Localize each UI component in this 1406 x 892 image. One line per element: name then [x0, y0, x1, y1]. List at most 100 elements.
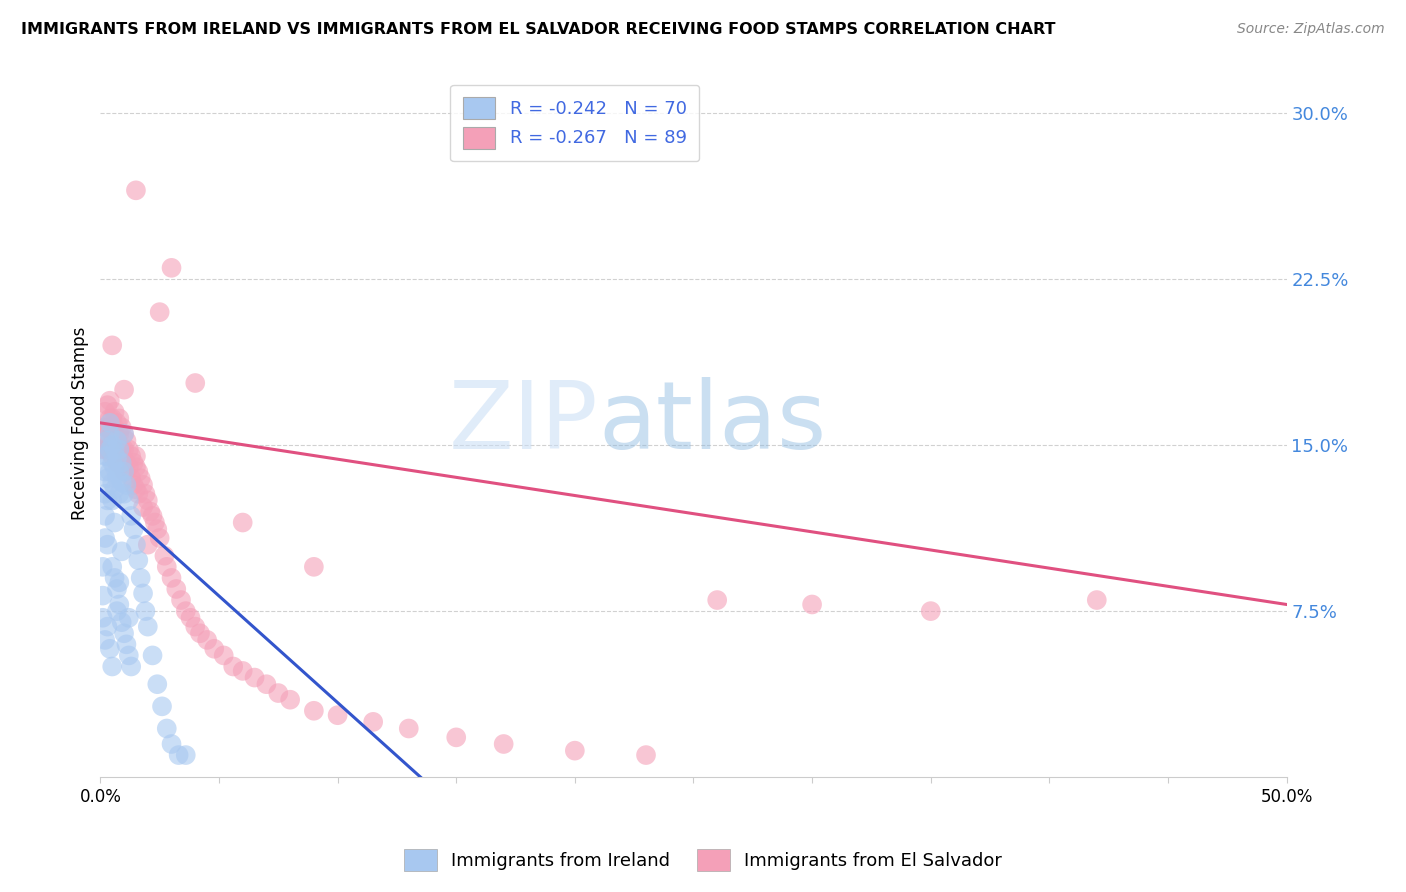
- Point: [160, 260, 183, 275]
- Point: [98, 416, 121, 430]
- Point: [120, 449, 142, 463]
- Point: [222, 659, 245, 673]
- Point: [132, 500, 155, 514]
- Point: [195, 632, 218, 647]
- Point: [254, 677, 277, 691]
- Point: [101, 475, 124, 490]
- Point: [98, 426, 121, 441]
- Point: [125, 449, 148, 463]
- Point: [118, 493, 141, 508]
- Point: [115, 478, 138, 492]
- Point: [103, 571, 125, 585]
- Point: [105, 471, 128, 485]
- Point: [127, 553, 149, 567]
- Point: [96, 449, 118, 463]
- Point: [105, 582, 128, 596]
- Point: [118, 442, 141, 457]
- Point: [801, 598, 824, 612]
- Point: [112, 465, 135, 479]
- Point: [103, 420, 125, 434]
- Point: [108, 411, 131, 425]
- Point: [120, 659, 142, 673]
- Point: [706, 593, 728, 607]
- Point: [108, 465, 131, 479]
- Point: [105, 456, 128, 470]
- Text: atlas: atlas: [599, 377, 827, 469]
- Point: [160, 571, 183, 585]
- Point: [150, 699, 173, 714]
- Point: [98, 465, 121, 479]
- Point: [94, 420, 117, 434]
- Point: [96, 493, 118, 508]
- Point: [103, 442, 125, 457]
- Point: [105, 416, 128, 430]
- Point: [1085, 593, 1108, 607]
- Point: [103, 460, 125, 475]
- Point: [112, 383, 135, 397]
- Point: [91, 426, 114, 441]
- Point: [101, 438, 124, 452]
- Point: [108, 449, 131, 463]
- Point: [153, 549, 176, 563]
- Point: [136, 493, 159, 508]
- Point: [278, 692, 301, 706]
- Point: [141, 648, 163, 663]
- Point: [118, 648, 141, 663]
- Point: [94, 531, 117, 545]
- Point: [118, 611, 141, 625]
- Point: [212, 648, 235, 663]
- Point: [444, 731, 467, 745]
- Point: [96, 619, 118, 633]
- Point: [98, 442, 121, 457]
- Point: [149, 305, 172, 319]
- Point: [94, 632, 117, 647]
- Point: [134, 487, 156, 501]
- Point: [141, 508, 163, 523]
- Point: [94, 465, 117, 479]
- Point: [243, 671, 266, 685]
- Point: [103, 483, 125, 497]
- Point: [103, 516, 125, 530]
- Point: [108, 598, 131, 612]
- Point: [125, 183, 148, 197]
- Point: [96, 420, 118, 434]
- Point: [564, 744, 586, 758]
- Point: [91, 559, 114, 574]
- Point: [94, 405, 117, 419]
- Point: [105, 434, 128, 448]
- Point: [112, 487, 135, 501]
- Point: [96, 434, 118, 448]
- Point: [101, 426, 124, 441]
- Point: [174, 604, 197, 618]
- Point: [129, 471, 152, 485]
- Point: [105, 434, 128, 448]
- Point: [112, 626, 135, 640]
- Point: [98, 411, 121, 425]
- Point: [188, 626, 211, 640]
- Point: [165, 582, 187, 596]
- Point: [125, 460, 148, 475]
- Point: [179, 611, 201, 625]
- Point: [108, 575, 131, 590]
- Point: [98, 434, 121, 448]
- Point: [920, 604, 942, 618]
- Point: [149, 531, 172, 545]
- Point: [146, 677, 169, 691]
- Point: [120, 471, 142, 485]
- Point: [122, 478, 145, 492]
- Text: IMMIGRANTS FROM IRELAND VS IMMIGRANTS FROM EL SALVADOR RECEIVING FOOD STAMPS COR: IMMIGRANTS FROM IRELAND VS IMMIGRANTS FR…: [21, 22, 1056, 37]
- Legend: R = -0.242   N = 70, R = -0.267   N = 89: R = -0.242 N = 70, R = -0.267 N = 89: [450, 85, 699, 161]
- Point: [136, 619, 159, 633]
- Legend: Immigrants from Ireland, Immigrants from El Salvador: Immigrants from Ireland, Immigrants from…: [396, 842, 1010, 879]
- Point: [398, 722, 420, 736]
- Point: [129, 571, 152, 585]
- Point: [94, 508, 117, 523]
- Point: [111, 420, 134, 434]
- Point: [101, 559, 124, 574]
- Point: [127, 487, 149, 501]
- Point: [94, 442, 117, 457]
- Point: [134, 604, 156, 618]
- Point: [111, 456, 134, 470]
- Point: [184, 619, 207, 633]
- Point: [115, 456, 138, 470]
